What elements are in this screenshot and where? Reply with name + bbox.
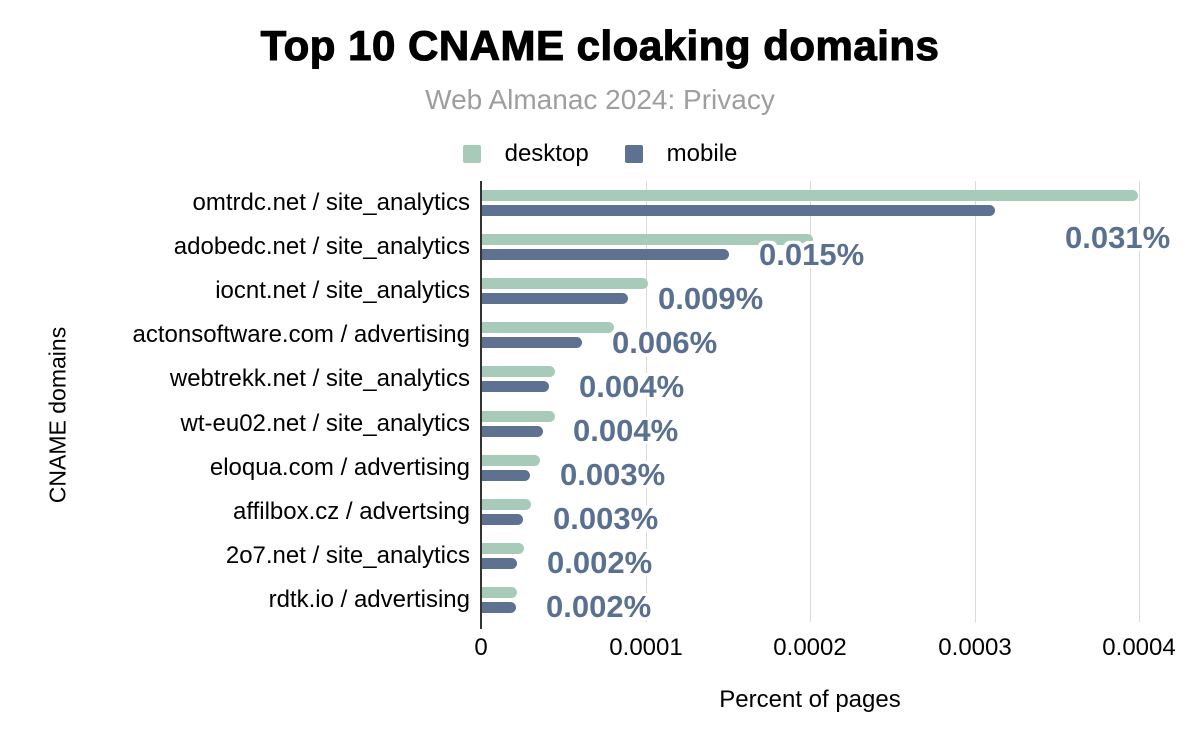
mobile-value-label: 0.006%: [612, 324, 718, 360]
bar-mobile: [482, 602, 516, 613]
legend-swatch-mobile-icon: [624, 145, 643, 163]
category-label: wt-eu02.net / site_analytics: [180, 409, 471, 437]
legend-swatch-desktop-icon: [462, 145, 481, 163]
bar-mobile: [482, 470, 530, 481]
chart-subtitle: Web Almanac 2024: Privacy: [425, 84, 775, 115]
mobile-value-label: 0.003%: [553, 501, 659, 537]
x-axis-title: Percent of pages: [719, 686, 901, 713]
mobile-value-label: 0.002%: [547, 545, 653, 581]
bar-desktop: [482, 455, 540, 466]
gridline: [646, 181, 647, 622]
category-label: eloqua.com / advertising: [209, 453, 470, 481]
bar-desktop: [482, 190, 1138, 201]
legend-item-mobile: mobile: [624, 140, 738, 168]
mobile-value-label: 0.009%: [658, 280, 764, 316]
bar-desktop: [482, 543, 524, 554]
mobile-value-label: 0.015%: [759, 236, 865, 272]
bar-desktop: [482, 366, 555, 377]
mobile-value-label: 0.031%: [1065, 219, 1171, 255]
bar-mobile: [482, 381, 549, 392]
legend-label: desktop: [504, 140, 589, 167]
bar-mobile: [482, 337, 582, 348]
bar-desktop: [482, 278, 648, 289]
category-label: 2o7.net / site_analytics: [225, 541, 470, 569]
chart-title: Top 10 CNAME cloaking domains: [260, 21, 940, 69]
category-label: omtrdc.net / site_analytics: [192, 189, 470, 217]
bar-mobile: [482, 426, 543, 437]
bar-mobile: [482, 558, 517, 569]
x-tick-label: 0: [474, 634, 488, 661]
gridline: [975, 181, 976, 622]
mobile-value-label: 0.002%: [546, 589, 652, 625]
bar-mobile: [482, 293, 628, 304]
bar-mobile: [482, 249, 729, 260]
x-tick-label: 0.0004: [1102, 634, 1176, 661]
legend: desktop mobile: [0, 140, 1200, 168]
gridline: [810, 181, 811, 622]
bar-mobile: [482, 514, 523, 525]
category-label: affilbox.cz / advertsing: [232, 497, 470, 525]
legend-label: mobile: [666, 140, 738, 167]
bar-desktop: [482, 587, 517, 598]
bar-desktop: [482, 499, 531, 510]
x-tick-label: 0.0002: [773, 634, 847, 661]
x-tick-label: 0.0003: [938, 634, 1012, 661]
category-label: actonsoftware.com / advertising: [132, 321, 471, 349]
y-axis-title: CNAME domains: [44, 326, 71, 504]
category-label: webtrekk.net / site_analytics: [169, 365, 470, 393]
category-label: rdtk.io / advertising: [268, 585, 470, 613]
category-label: iocnt.net / site_analytics: [215, 277, 470, 305]
x-tick-label: 0.0001: [609, 634, 683, 661]
bar-desktop: [482, 411, 555, 422]
bar-mobile: [482, 205, 995, 216]
y-axis-line: [480, 181, 482, 629]
mobile-value-label: 0.004%: [579, 368, 685, 404]
mobile-value-label: 0.004%: [573, 413, 679, 449]
legend-item-desktop: desktop: [462, 140, 589, 168]
bar-desktop: [482, 322, 614, 333]
mobile-value-label: 0.003%: [560, 457, 666, 493]
category-label: adobedc.net / site_analytics: [173, 233, 470, 261]
bar-desktop: [482, 234, 813, 245]
gridline: [1139, 181, 1140, 622]
